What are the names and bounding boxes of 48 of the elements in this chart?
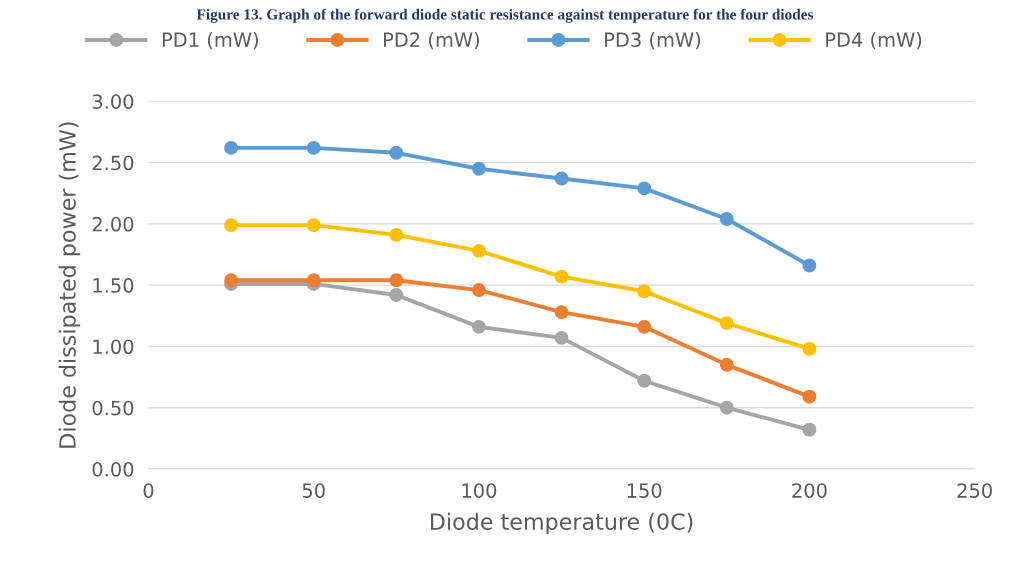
x-tick-label: 250: [957, 483, 992, 498]
point: [719, 400, 734, 415]
point: [554, 171, 569, 186]
point: [637, 319, 652, 334]
point: [224, 218, 239, 233]
x-axis-title: Diode temperature (0C): [431, 512, 693, 535]
y-tick-label: 2.00: [92, 216, 134, 232]
y-tick-label: 1.50: [93, 278, 134, 293]
point: [719, 357, 734, 372]
x-tick-label: 150: [627, 483, 662, 498]
point: [802, 258, 817, 273]
point: [471, 319, 486, 334]
point: [554, 305, 569, 320]
point: [719, 212, 734, 226]
chart-title: Figure 13. Graph of the forward diode static resistance against temperature for the four diodes: [196, 8, 814, 23]
legend-label: PD1 (mW): [162, 32, 258, 50]
point: [554, 330, 569, 345]
point: [306, 218, 321, 233]
point: [389, 227, 404, 242]
y-tick-label: 2.50: [92, 155, 134, 171]
point: [389, 273, 404, 288]
x-tick-label: 0: [143, 483, 154, 498]
point: [471, 161, 486, 176]
y-tick-label: 3.00: [92, 94, 134, 109]
point: [637, 284, 652, 299]
x-tick-label: 200: [792, 483, 827, 498]
point: [306, 140, 321, 155]
point: [802, 341, 817, 356]
y-axis-title: Diode dissipated power (mW): [58, 122, 81, 448]
point: [471, 243, 486, 258]
x-tick-label: 50: [302, 483, 325, 498]
x-tick-label: 100: [462, 483, 497, 498]
point: [719, 316, 734, 331]
y-tick-label: 0.00: [92, 461, 134, 477]
legend-label: PD2 (mW): [384, 32, 480, 50]
y-tick-label: 1.00: [93, 339, 134, 355]
point: [637, 373, 652, 388]
point: [554, 269, 569, 284]
y-tick-label: 0.50: [92, 400, 134, 416]
point: [802, 389, 817, 404]
point: [224, 140, 239, 155]
point: [389, 288, 404, 302]
legend-label: PD3 (mW): [605, 32, 701, 50]
point: [471, 283, 486, 298]
point: [389, 145, 404, 160]
point: [637, 181, 652, 196]
legend-label: PD4 (mW): [826, 32, 922, 50]
point: [802, 422, 817, 437]
